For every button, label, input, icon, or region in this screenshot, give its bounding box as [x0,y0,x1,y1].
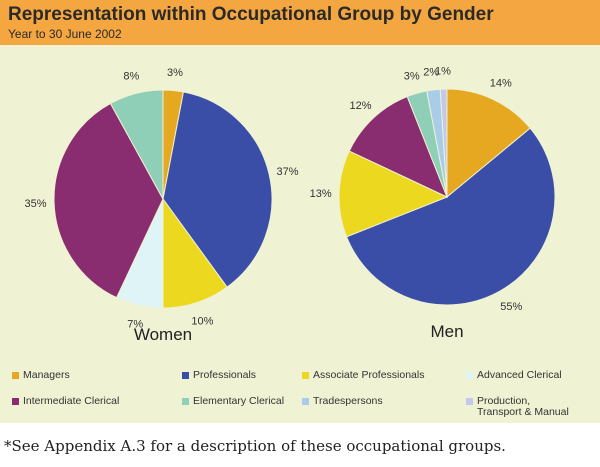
men-label-production-transport-manual: 1% [435,66,451,78]
legend-swatch [12,372,19,379]
pie-charts: 3%37%10%7%35%8%Women 14%55%13%12%3% 2%1%M… [24,66,556,344]
legend-swatch [466,372,473,379]
legend-label: Professionals [193,369,257,381]
women-label-elementary-clerical: 8% [123,71,139,83]
pie-women: 3% 37% 10% 7% 35% 8% Women [24,67,298,344]
women-label-associate-professionals: 10% [191,315,213,327]
legend-label: Associate Professionals [313,369,425,381]
chart-title: Representation within Occupational Group… [8,4,494,25]
men-label-intermediate-clerical: 12% [349,100,371,112]
legend-swatch [466,398,473,405]
legend-label: Managers [23,369,70,381]
legend-label: Tradespersons [313,395,383,407]
women-slice-elementary-clerical [109,89,164,200]
legend-swatch [182,372,189,379]
legend-swatch [182,398,189,405]
men-slice-associate-professionals [338,150,449,238]
men-pie-title: Men [430,322,463,341]
men-label-professionals: 55% [500,301,522,313]
women-label-advanced-clerical: 7% [127,319,143,331]
men-label-associate-professionals: 13% [310,188,332,200]
women-slice-professionals [162,91,273,288]
men-slice-managers [446,88,531,199]
legend-label: Production, Transport & Manual [477,395,569,418]
chart-subtitle: Year to 30 June 2002 [8,27,122,41]
footnote: *See Appendix A.3 for a description of t… [4,437,506,455]
legend-label: Advanced Clerical [477,369,562,381]
women-label-intermediate-clerical: 35% [24,198,46,210]
men-slice-production-transport-manual [439,88,448,198]
legend-swatch [302,372,309,379]
women-label-professionals: 37% [276,166,298,178]
chart-header: Representation within Occupational Group… [0,0,600,45]
women-slice-intermediate-clerical [53,102,164,299]
men-slice-professionals [345,127,556,306]
men-label-elementary-clerical: 3% [404,71,420,83]
men-label-managers: 14% [490,78,512,90]
legend-label: Elementary Clerical [193,395,285,407]
pie-men: 14% 55% 13% 12% 3% 2%1% Men [310,66,556,341]
legend-label: Intermediate Clerical [23,395,120,407]
men-label-tradespersons: 2% [423,67,439,79]
men-slice-intermediate-clerical [348,95,448,198]
women-label-managers: 3% [167,67,183,79]
legend-swatch [302,398,309,405]
legend-swatch [12,398,19,405]
women-pie-title: Women [134,325,192,344]
